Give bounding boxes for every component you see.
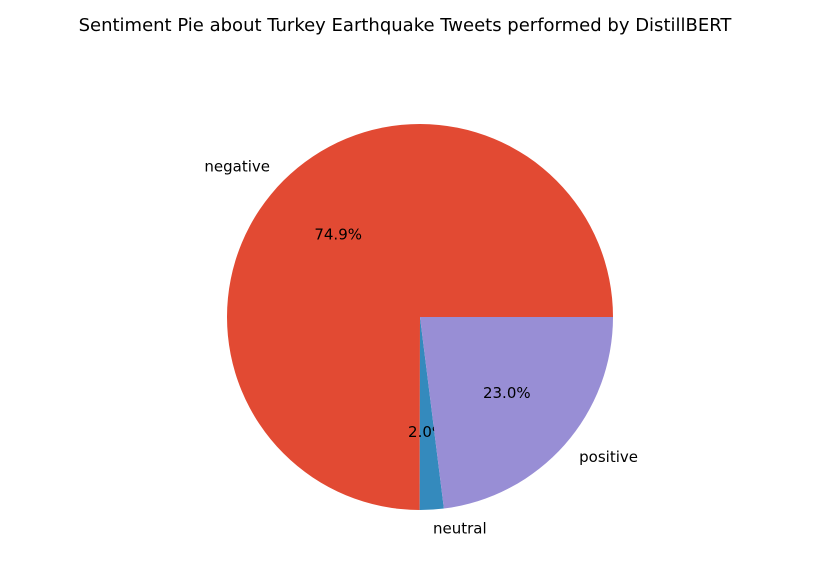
pie-slice bbox=[420, 317, 613, 509]
slice-label: neutral bbox=[433, 519, 487, 537]
pie-slice bbox=[419, 317, 444, 510]
value-label: 23.0% bbox=[483, 384, 531, 402]
slice-label: negative bbox=[204, 157, 270, 175]
chart-title: Sentiment Pie about Turkey Earthquake Tw… bbox=[79, 15, 733, 36]
value-label: 74.9% bbox=[314, 226, 362, 244]
slice-label: positive bbox=[579, 448, 638, 466]
pie-slice bbox=[227, 123, 613, 510]
